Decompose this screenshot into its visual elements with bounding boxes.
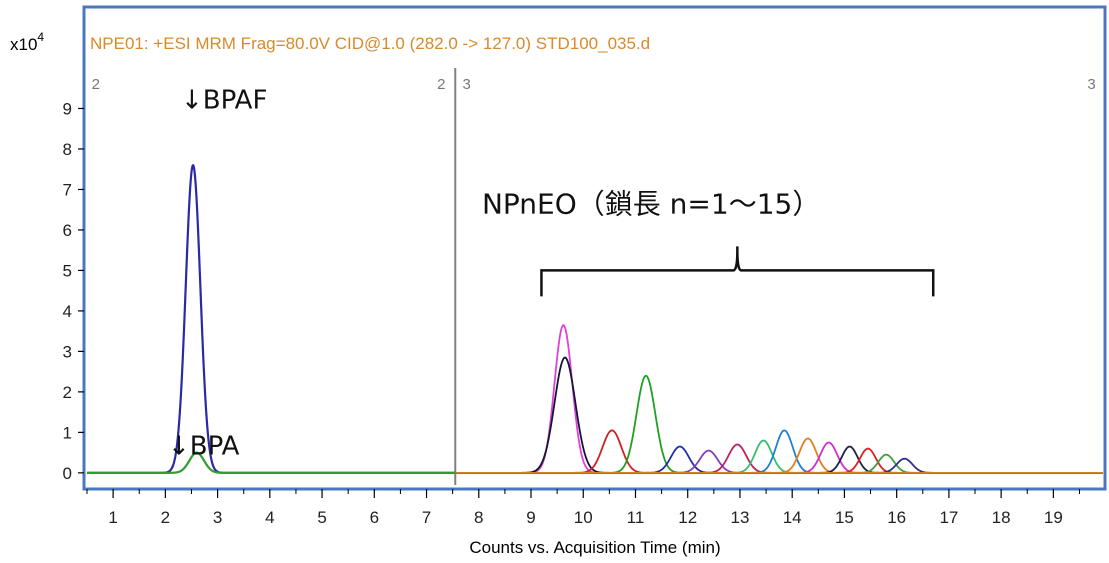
y-tick-label: 4 bbox=[63, 302, 72, 321]
y-tick-label: 1 bbox=[63, 423, 72, 442]
x-tick-label: 7 bbox=[422, 508, 431, 527]
x-tick-label: 18 bbox=[992, 508, 1011, 527]
x-tick-label: 14 bbox=[783, 508, 802, 527]
x-tick-label: 1 bbox=[108, 508, 117, 527]
peak-annotation: ↓BPA bbox=[168, 432, 240, 462]
y-tick-label: 7 bbox=[63, 180, 72, 199]
x-tick-label: 8 bbox=[474, 508, 483, 527]
x-tick-label: 15 bbox=[835, 508, 854, 527]
x-tick-label: 12 bbox=[678, 508, 697, 527]
chart-title: NPE01: +ESI MRM Frag=80.0V CID@1.0 (282.… bbox=[90, 34, 650, 53]
x-tick-label: 3 bbox=[213, 508, 222, 527]
segment-label: 2 bbox=[437, 76, 445, 93]
y-tick-label: 6 bbox=[63, 221, 72, 240]
x-tick-label: 17 bbox=[939, 508, 958, 527]
x-tick-label: 13 bbox=[730, 508, 749, 527]
peak-annotation: ↓BPAF bbox=[181, 85, 267, 115]
y-tick-label: 8 bbox=[63, 140, 72, 159]
x-tick-label: 11 bbox=[627, 508, 645, 527]
y-tick-label: 0 bbox=[63, 464, 72, 483]
x-tick-label: 2 bbox=[161, 508, 170, 527]
x-tick-label: 9 bbox=[526, 508, 535, 527]
x-axis-label: Counts vs. Acquisition Time (min) bbox=[469, 538, 720, 557]
x-tick-label: 10 bbox=[574, 508, 593, 527]
segment-label: 3 bbox=[1087, 76, 1095, 93]
chromatogram-traces bbox=[86, 164, 1103, 474]
y-multiplier-label: x104 bbox=[10, 30, 44, 54]
y-tick-label: 3 bbox=[63, 342, 72, 361]
npneo-brace bbox=[540, 246, 935, 297]
x-tick-label: 5 bbox=[317, 508, 326, 527]
segment-label: 2 bbox=[92, 76, 100, 93]
series-line bbox=[86, 451, 456, 474]
x-axis-ticks: 1 2 3 4 5 6 7 8 9 10 11 12 13 14 15 16 17 18 19 bbox=[86, 489, 1080, 527]
segment-label: 3 bbox=[462, 76, 470, 93]
x-tick-label: 19 bbox=[1044, 508, 1063, 527]
peak-annotations: ↓BPAF ↓BPA NPnEO（鎖長 n=1〜15） bbox=[168, 85, 935, 462]
y-tick-label: 2 bbox=[63, 383, 72, 402]
y-tick-label: 5 bbox=[63, 261, 72, 280]
y-axis-ticks: 0 1 2 3 4 5 6 7 8 9 bbox=[63, 99, 84, 483]
x-tick-label: 16 bbox=[887, 508, 906, 527]
x-tick-label: 6 bbox=[370, 508, 379, 527]
y-tick-label: 9 bbox=[63, 99, 72, 118]
peak-annotation: NPnEO（鎖長 n=1〜15） bbox=[482, 188, 820, 221]
x-tick-label: 4 bbox=[265, 508, 274, 527]
